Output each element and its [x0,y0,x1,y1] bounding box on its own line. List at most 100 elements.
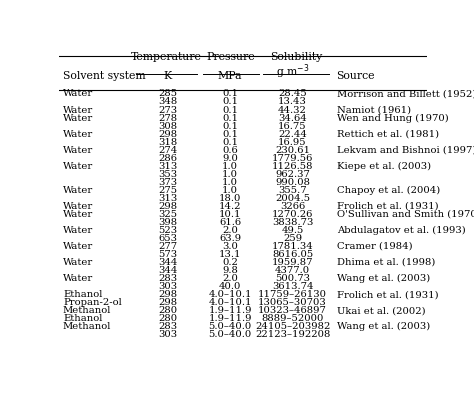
Text: 13065–30703: 13065–30703 [258,298,327,307]
Text: 344: 344 [158,266,177,275]
Text: Pressure: Pressure [207,53,255,63]
Text: Temperature: Temperature [131,53,202,63]
Text: 275: 275 [158,186,177,195]
Text: Water: Water [63,242,93,251]
Text: 1779.56: 1779.56 [272,154,313,163]
Text: 325: 325 [158,210,177,219]
Text: 4.0–10.1: 4.0–10.1 [208,290,252,299]
Text: Methanol: Methanol [63,306,111,315]
Text: 3613.74: 3613.74 [272,282,313,291]
Text: Frolich et al. (1931): Frolich et al. (1931) [337,290,438,299]
Text: 573: 573 [158,250,177,259]
Text: 1126.58: 1126.58 [272,162,313,170]
Text: 16.95: 16.95 [278,138,307,147]
Text: 0.1: 0.1 [222,114,238,122]
Text: 3838.73: 3838.73 [272,218,313,227]
Text: 44.32: 44.32 [278,105,307,114]
Text: 283: 283 [158,274,177,283]
Text: Water: Water [63,186,93,195]
Text: 11759–26130: 11759–26130 [258,290,327,299]
Text: Cramer (1984): Cramer (1984) [337,242,412,251]
Text: 230.61: 230.61 [275,145,310,155]
Text: Namiot (1961): Namiot (1961) [337,105,411,114]
Text: O'Sullivan and Smith (1970): O'Sullivan and Smith (1970) [337,210,474,219]
Text: 22123–192208: 22123–192208 [255,330,330,339]
Text: 61.6: 61.6 [219,218,241,227]
Text: 283: 283 [158,322,177,331]
Text: 308: 308 [158,122,177,130]
Text: 5.0–40.0: 5.0–40.0 [209,322,252,331]
Text: 0.1: 0.1 [222,130,238,139]
Text: 259: 259 [283,234,302,243]
Text: 0.2: 0.2 [222,258,238,267]
Text: g m$^{-3}$: g m$^{-3}$ [276,63,309,81]
Text: Wen and Hung (1970): Wen and Hung (1970) [337,114,448,122]
Text: K: K [164,71,172,81]
Text: MPa: MPa [218,71,242,81]
Text: 40.0: 40.0 [219,282,241,291]
Text: 962.37: 962.37 [275,170,310,179]
Text: Chapoy et al. (2004): Chapoy et al. (2004) [337,186,440,195]
Text: 13.43: 13.43 [278,97,307,107]
Text: 8889–52000: 8889–52000 [261,314,324,323]
Text: 1.0: 1.0 [222,186,238,195]
Text: 2.0: 2.0 [222,226,238,235]
Text: 5.0–40.0: 5.0–40.0 [209,330,252,339]
Text: Water: Water [63,114,93,122]
Text: 298: 298 [158,290,177,299]
Text: Morrison and Billett (1952): Morrison and Billett (1952) [337,89,474,99]
Text: 13.1: 13.1 [219,250,241,259]
Text: Water: Water [63,202,93,211]
Text: 9.8: 9.8 [222,266,238,275]
Text: 1781.34: 1781.34 [272,242,313,251]
Text: 303: 303 [158,282,177,291]
Text: Rettich et al. (1981): Rettich et al. (1981) [337,130,439,139]
Text: 0.1: 0.1 [222,138,238,147]
Text: 318: 318 [158,138,177,147]
Text: 313: 313 [158,194,177,203]
Text: 16.75: 16.75 [278,122,307,130]
Text: 273: 273 [158,105,177,114]
Text: 49.5: 49.5 [282,226,304,235]
Text: 298: 298 [158,130,177,139]
Text: Water: Water [63,274,93,283]
Text: 277: 277 [158,242,177,251]
Text: Solubility: Solubility [270,53,322,63]
Text: Water: Water [63,258,93,267]
Text: Frolich et al. (1931): Frolich et al. (1931) [337,202,438,211]
Text: Kiepe et al. (2003): Kiepe et al. (2003) [337,162,431,171]
Text: 9.0: 9.0 [222,154,238,163]
Text: Abdulagatov et al. (1993): Abdulagatov et al. (1993) [337,226,465,235]
Text: 286: 286 [158,154,177,163]
Text: 1.9–11.9: 1.9–11.9 [208,306,252,315]
Text: Solvent system: Solvent system [63,71,146,81]
Text: 1270.26: 1270.26 [272,210,313,219]
Text: Ukai et al. (2002): Ukai et al. (2002) [337,306,425,315]
Text: 344: 344 [158,258,177,267]
Text: Dhima et al. (1998): Dhima et al. (1998) [337,258,435,267]
Text: 14.2: 14.2 [219,202,241,211]
Text: 500.73: 500.73 [275,274,310,283]
Text: 1.0: 1.0 [222,170,238,179]
Text: 63.9: 63.9 [219,234,241,243]
Text: Ethanol: Ethanol [63,314,102,323]
Text: Wang et al. (2003): Wang et al. (2003) [337,274,430,283]
Text: 0.1: 0.1 [222,97,238,107]
Text: 4377.0: 4377.0 [275,266,310,275]
Text: 523: 523 [158,226,177,235]
Text: 10.1: 10.1 [219,210,241,219]
Text: 3266: 3266 [280,202,305,211]
Text: 398: 398 [158,218,177,227]
Text: 373: 373 [158,178,177,187]
Text: 298: 298 [158,202,177,211]
Text: 298: 298 [158,298,177,307]
Text: 4.0–10.1: 4.0–10.1 [208,298,252,307]
Text: Water: Water [63,226,93,235]
Text: 2.0: 2.0 [222,274,238,283]
Text: Water: Water [63,105,93,114]
Text: Water: Water [63,89,93,99]
Text: 990.08: 990.08 [275,178,310,187]
Text: 24105–203982: 24105–203982 [255,322,330,331]
Text: 303: 303 [158,330,177,339]
Text: Water: Water [63,210,93,219]
